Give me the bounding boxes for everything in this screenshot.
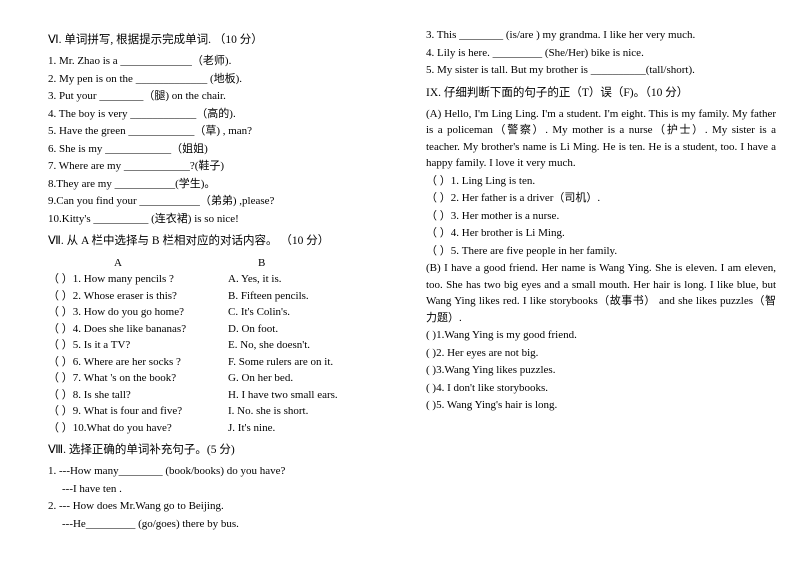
ab-header: A B [48, 255, 398, 272]
ab-a: （ ）10.What do you have? [48, 420, 228, 437]
qb-item: ( )4. I don't like storybooks. [426, 380, 776, 397]
s8-item: ---I have ten . [48, 481, 398, 498]
s8-item: 1. ---How many________ (book/books) do y… [48, 463, 398, 480]
col-a-head: A [48, 255, 188, 272]
s6-item: 3. Put your ________（腿) on the chair. [48, 88, 398, 105]
top-item: 5. My sister is tall. But my brother is … [426, 62, 776, 79]
qa-item: （ ）2. Her father is a driver（司机）. [426, 190, 776, 207]
ab-b: B. Fifteen pencils. [228, 288, 309, 305]
top-item: 3. This ________ (is/are ) my grandma. I… [426, 27, 776, 44]
ab-b: D. On foot. [228, 321, 278, 338]
ab-a: （ ）4. Does she like bananas? [48, 321, 228, 338]
ab-b: A. Yes, it is. [228, 271, 282, 288]
ab-a: （ ）9. What is four and five? [48, 403, 228, 420]
ab-row: （ ）6. Where are her socks ?F. Some ruler… [48, 354, 398, 371]
ab-row: （ ）7. What 's on the book?G. On her bed. [48, 370, 398, 387]
s6-item: 7. Where are my ____________?(鞋子) [48, 158, 398, 175]
ab-row: （ ）5. Is it a TV?E. No, she doesn't. [48, 337, 398, 354]
page-root: Ⅵ. 单词拼写, 根据提示完成单词. （10 分） 1. Mr. Zhao is… [0, 0, 800, 553]
left-column: Ⅵ. 单词拼写, 根据提示完成单词. （10 分） 1. Mr. Zhao is… [48, 26, 398, 533]
ab-b: I. No. she is short. [228, 403, 308, 420]
ab-b: F. Some rulers are on it. [228, 354, 333, 371]
qb-item: ( )5. Wang Ying's hair is long. [426, 397, 776, 414]
ab-b: C. It's Colin's. [228, 304, 290, 321]
qb-item: ( )3.Wang Ying likes puzzles. [426, 362, 776, 379]
ab-a: （ ）8. Is she tall? [48, 387, 228, 404]
s6-item: 4. The boy is very ____________（高的). [48, 106, 398, 123]
s6-item: 8.They are my ___________(学生)。 [48, 176, 398, 193]
right-column: 3. This ________ (is/are ) my grandma. I… [426, 26, 776, 533]
ab-a: （ ）5. Is it a TV? [48, 337, 228, 354]
ab-b: E. No, she doesn't. [228, 337, 310, 354]
passage-b: (B) I have a good friend. Her name is Wa… [426, 260, 776, 326]
qa-item: （ ）1. Ling Ling is ten. [426, 173, 776, 190]
s8-item: ---He_________ (go/goes) there by bus. [48, 516, 398, 533]
s6-item: 9.Can you find your ___________（弟弟) ,ple… [48, 193, 398, 210]
ab-row: （ ）10.What do you have?J. It's nine. [48, 420, 398, 437]
qa-item: （ ）3. Her mother is a nurse. [426, 208, 776, 225]
section7-title: Ⅶ. 从 A 栏中选择与 B 栏相对应的对话内容。 （10 分） [48, 233, 398, 250]
ab-row: （ ）3. How do you go home?C. It's Colin's… [48, 304, 398, 321]
s6-item: 10.Kitty's __________ (连衣裙) is so nice! [48, 211, 398, 228]
ab-row: （ ）9. What is four and five?I. No. she i… [48, 403, 398, 420]
qb-item: ( )2. Her eyes are not big. [426, 345, 776, 362]
passage-a: (A) Hello, I'm Ling Ling. I'm a student.… [426, 106, 776, 172]
ab-a: （ ）6. Where are her socks ? [48, 354, 228, 371]
ab-row: （ ）1. How many pencils ?A. Yes, it is. [48, 271, 398, 288]
section9-title: IX. 仔细判断下面的句子的正（T）误（F)。（10 分） [426, 85, 776, 102]
ab-b: G. On her bed. [228, 370, 293, 387]
s8-item: 2. --- How does Mr.Wang go to Beijing. [48, 498, 398, 515]
s6-item: 5. Have the green ____________（草) , man? [48, 123, 398, 140]
qa-item: （ ）4. Her brother is Li Ming. [426, 225, 776, 242]
ab-b: J. It's nine. [228, 420, 275, 437]
section6-title: Ⅵ. 单词拼写, 根据提示完成单词. （10 分） [48, 32, 398, 49]
qa-item: （ ）5. There are five people in her famil… [426, 243, 776, 260]
ab-b: H. I have two small ears. [228, 387, 338, 404]
ab-row: （ ）4. Does she like bananas? D. On foot. [48, 321, 398, 338]
ab-a: （ ）3. How do you go home? [48, 304, 228, 321]
ab-a: （ ）7. What 's on the book? [48, 370, 228, 387]
s6-item: 1. Mr. Zhao is a _____________（老师). [48, 53, 398, 70]
section8-title: Ⅷ. 选择正确的单词补充句子。(5 分) [48, 442, 398, 459]
ab-a: （ ）2. Whose eraser is this? [48, 288, 228, 305]
ab-a: （ ）1. How many pencils ? [48, 271, 228, 288]
ab-row: （ ）8. Is she tall?H. I have two small ea… [48, 387, 398, 404]
s6-item: 6. She is my ____________（姐姐) [48, 141, 398, 158]
qb-item: ( )1.Wang Ying is my good friend. [426, 327, 776, 344]
top-item: 4. Lily is here. _________ (She/Her) bik… [426, 45, 776, 62]
ab-row: （ ）2. Whose eraser is this?B. Fifteen pe… [48, 288, 398, 305]
col-b-head: B [188, 255, 265, 272]
s6-item: 2. My pen is on the _____________ (地板). [48, 71, 398, 88]
